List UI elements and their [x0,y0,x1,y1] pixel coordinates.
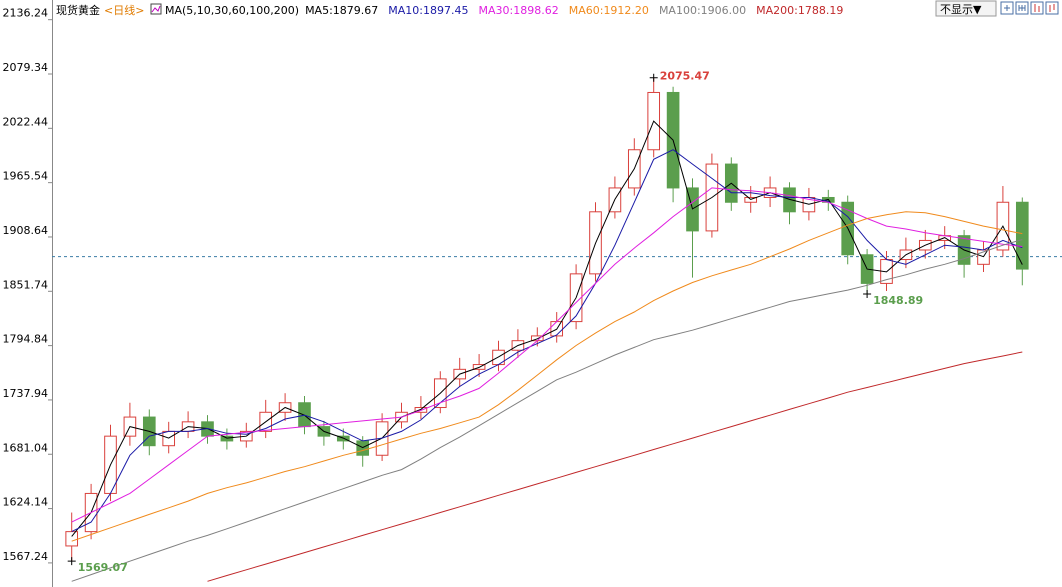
y-tick-label: 1681.04 [3,441,49,454]
y-tick-label: 2079.34 [3,61,49,74]
icon-glyphs [1004,5,1026,11]
ma-icon-line [151,5,161,13]
extreme-marker [863,290,872,299]
extreme-marker [67,557,76,566]
extreme-label: 2075.47 [660,70,710,83]
toolbar-icons [1000,1,1059,15]
extreme-label: 1848.89 [873,294,923,307]
ma-line [207,351,1023,582]
icon-glyphs [1034,4,1055,12]
ma-title: MA(5,10,30,60,100,200) [165,4,299,17]
ma-line [71,120,1023,537]
y-tick-label: 1965.54 [3,170,49,183]
legend-entry: MA30:1898.62 [479,4,559,17]
chart-title: 现货黄金 [56,3,100,17]
toolbar-button-label[interactable]: 不显示▼ [940,3,982,16]
y-tick-label: 1567.24 [3,550,49,563]
extreme-marker [649,73,658,82]
y-tick-label: 1908.64 [3,224,49,237]
ma-line [71,187,1023,523]
legend-entry: MA100:1906.00 [659,4,746,17]
toolbar-button[interactable] [935,0,997,17]
candle-body [65,531,79,547]
legend-entry: MA60:1912.20 [569,4,649,17]
ma-line [71,211,1023,542]
ma-line [71,239,1023,582]
y-tick-label: 1794.84 [3,333,49,346]
y-tick-label: 1851.74 [3,278,49,291]
y-tick-label: 1624.14 [3,496,49,509]
extreme-label: 1569.07 [78,561,128,574]
y-tick-label: 2022.44 [3,115,49,128]
candle-icon[interactable] [1030,1,1044,15]
legend-entry: MA10:1897.45 [388,4,468,17]
y-tick-label: 2136.24 [3,7,49,20]
candle-body [1015,201,1029,270]
legend-entry: MA5:1879.67 [305,4,378,17]
settings-icon[interactable] [1045,1,1059,15]
period-label: <日线> [104,3,144,17]
legend-entry: MA200:1788.19 [756,4,843,17]
y-tick-label: 1737.94 [3,387,49,400]
